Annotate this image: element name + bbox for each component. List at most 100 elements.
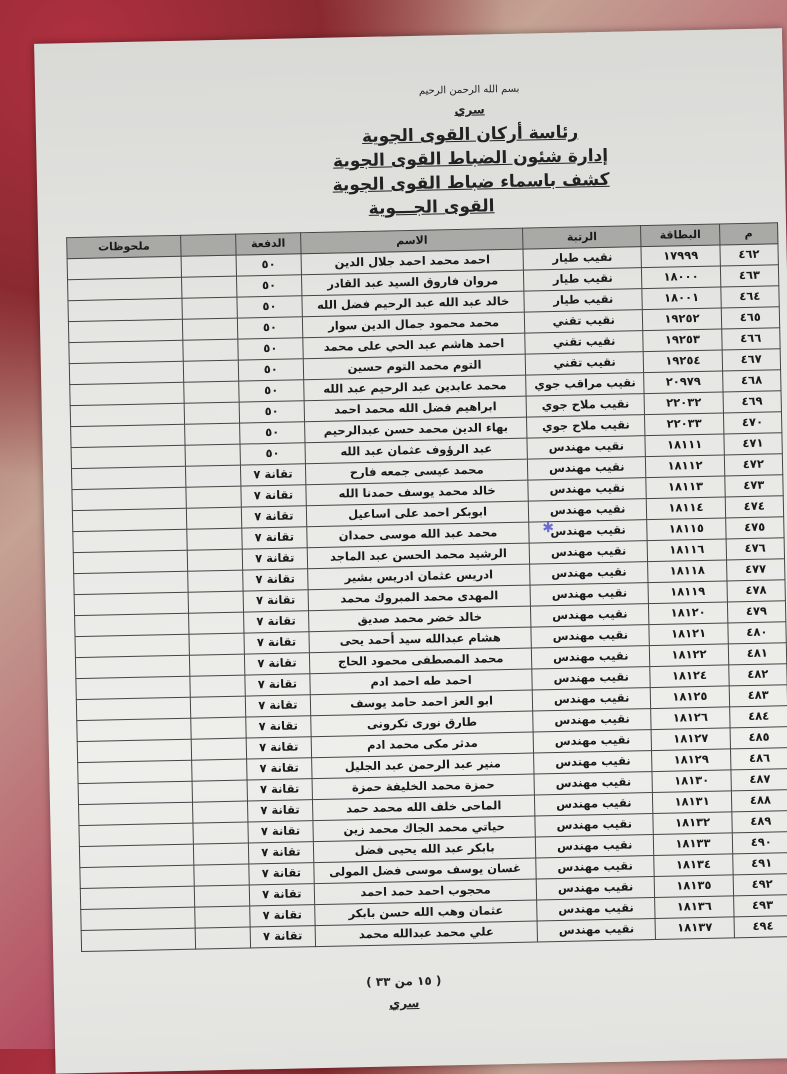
cell-no: ٤٦٩ bbox=[722, 390, 782, 413]
cell-rank: نقيب تقني bbox=[524, 309, 644, 334]
cell-notes bbox=[79, 865, 195, 889]
cell-batch: ٥٠ bbox=[239, 421, 306, 445]
cell-signature bbox=[187, 570, 243, 593]
cell-rank: نقيب مهندس bbox=[527, 456, 647, 481]
cell-batch: تقانة ٧ bbox=[244, 694, 311, 718]
cell-batch: ٥٠ bbox=[238, 379, 305, 403]
cell-card: ١٩٢٥٤ bbox=[643, 349, 723, 373]
cell-no: ٤٦٨ bbox=[722, 369, 782, 392]
cell-no: ٤٧٤ bbox=[724, 495, 784, 518]
cell-notes bbox=[74, 592, 189, 616]
cell-no: ٤٧١ bbox=[723, 432, 783, 455]
cell-card: ١٩٢٥٢ bbox=[642, 308, 722, 331]
footer-classification: سري bbox=[388, 995, 420, 1011]
cell-notes bbox=[70, 403, 185, 427]
cell-notes bbox=[67, 256, 182, 280]
cell-card: ١٨١١٤ bbox=[646, 496, 726, 520]
col-rank: الرتبة bbox=[522, 225, 642, 250]
cell-notes bbox=[72, 508, 187, 532]
cell-no: ٤٧٣ bbox=[724, 474, 784, 497]
cell-no: ٤٨٩ bbox=[731, 810, 787, 833]
cell-rank: نقيب مهندس bbox=[527, 435, 646, 460]
cell-notes bbox=[71, 445, 186, 469]
cell-batch: ٥٠ bbox=[239, 442, 306, 466]
cell-signature bbox=[187, 549, 243, 572]
cell-card: ٢٢٠٣٢ bbox=[644, 391, 724, 415]
cell-card: ١٨١٢٦ bbox=[650, 706, 730, 730]
cell-rank: نقيب مهندس bbox=[533, 729, 652, 754]
cell-card: ١٨١١٢ bbox=[645, 454, 725, 478]
cell-signature bbox=[185, 486, 242, 509]
cell-notes bbox=[77, 739, 192, 763]
cell-signature bbox=[190, 696, 246, 719]
cell-batch: تقانة ٧ bbox=[249, 904, 316, 928]
cell-batch: تقانة ٧ bbox=[248, 883, 315, 907]
cell-no: ٤٩٢ bbox=[732, 873, 787, 896]
cell-card: ١٨١٢٢ bbox=[649, 643, 729, 667]
cell-signature bbox=[185, 465, 241, 488]
cell-batch: تقانة ٧ bbox=[241, 547, 308, 571]
cell-notes bbox=[80, 907, 196, 931]
cell-rank: نقيب مهندس bbox=[532, 708, 652, 733]
cell-batch: ٥٠ bbox=[236, 274, 302, 298]
cell-no: ٤٦٧ bbox=[721, 348, 781, 371]
cell-notes bbox=[68, 340, 184, 364]
cell-batch: ٥٠ bbox=[236, 295, 303, 319]
cell-rank: نقيب مهندس bbox=[527, 477, 647, 502]
officers-table: م البطاقة الرتبة الاسم الدفعة ملحوظات ٤٦… bbox=[66, 222, 787, 952]
cell-card: ١٨١١٩ bbox=[648, 580, 728, 604]
cell-rank: نقيب مهندس bbox=[529, 561, 649, 586]
cell-signature bbox=[192, 822, 249, 845]
cell-signature bbox=[185, 444, 241, 467]
cell-notes bbox=[69, 361, 184, 385]
cell-batch: ٥٠ bbox=[237, 358, 304, 382]
page-number: ( ١٥ من ٣٣ ) bbox=[366, 973, 442, 990]
cell-no: ٤٦٣ bbox=[720, 264, 779, 288]
cell-notes bbox=[67, 277, 182, 301]
cell-card: ١٨١١١ bbox=[645, 433, 725, 457]
cell-rank: نقيب ملاح جوي bbox=[526, 393, 645, 418]
cell-signature bbox=[182, 318, 238, 341]
cell-card: ١٨١٢١ bbox=[649, 622, 728, 646]
cell-rank: نقيب مهندس bbox=[533, 750, 653, 775]
cell-no: ٤٩٣ bbox=[733, 894, 787, 917]
cell-card: ١٨١١٣ bbox=[646, 475, 725, 499]
cell-batch: تقانة ٧ bbox=[246, 757, 313, 781]
cell-rank: نقيب مراقب جوي bbox=[525, 372, 645, 397]
cell-no: ٤٦٥ bbox=[720, 306, 780, 330]
cell-signature bbox=[195, 927, 251, 950]
cell-signature bbox=[193, 864, 249, 887]
cell-card: ١٨١٢٥ bbox=[650, 685, 730, 709]
cell-rank: نقيب مهندس bbox=[534, 771, 653, 796]
cell-no: ٤٧٩ bbox=[727, 600, 786, 623]
cell-rank: نقيب مهندس bbox=[530, 582, 649, 607]
cell-signature bbox=[194, 906, 250, 929]
cell-notes bbox=[78, 823, 194, 847]
cell-notes bbox=[70, 424, 186, 448]
cell-batch: تقانة ٧ bbox=[246, 778, 313, 802]
cell-batch: تقانة ٧ bbox=[247, 820, 314, 844]
cell-batch: ٥٠ bbox=[238, 400, 305, 424]
cell-notes bbox=[71, 487, 187, 511]
cell-no: ٤٨٢ bbox=[728, 663, 787, 686]
cell-batch: تقانة ٧ bbox=[241, 526, 308, 550]
document-page: بسم الله الرحمن الرحيم سري رئاسة أركان ا… bbox=[34, 28, 787, 1074]
cell-card: ١٧٩٩٩ bbox=[641, 245, 721, 268]
cell-batch: تقانة ٧ bbox=[248, 841, 314, 865]
cell-rank: نقيب مهندس bbox=[530, 624, 650, 649]
cell-rank: نقيب مهندس bbox=[528, 498, 648, 523]
cell-batch: تقانة ٧ bbox=[247, 799, 313, 823]
cell-card: ١٨١٢٧ bbox=[651, 727, 731, 751]
cell-signature bbox=[191, 759, 247, 782]
cell-rank: نقيب مهندس bbox=[529, 540, 648, 565]
cell-card: ١٨١١٦ bbox=[647, 538, 727, 562]
col-notes: ملحوظات bbox=[66, 235, 182, 259]
cell-batch: ٥٠ bbox=[237, 316, 303, 340]
cell-rank: نقيب مهندس bbox=[531, 666, 651, 691]
cell-name: علي محمد عبدالله محمد bbox=[315, 920, 538, 947]
cell-signature bbox=[192, 780, 248, 803]
cell-card: ١٨٠٠٠ bbox=[641, 266, 721, 289]
cell-signature bbox=[182, 339, 238, 362]
cell-signature bbox=[183, 381, 239, 404]
cell-signature bbox=[192, 801, 248, 824]
